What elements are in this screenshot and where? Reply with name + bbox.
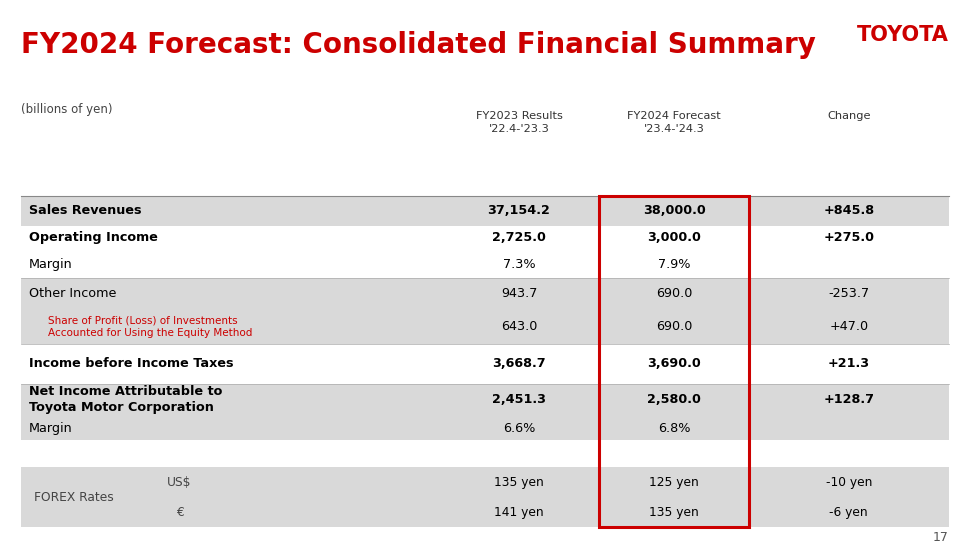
Text: 690.0: 690.0 xyxy=(655,320,692,333)
Text: FY2024 Forecast: Consolidated Financial Summary: FY2024 Forecast: Consolidated Financial … xyxy=(21,31,815,58)
Text: 141 yen: 141 yen xyxy=(493,506,544,519)
Text: +47.0: +47.0 xyxy=(828,320,867,333)
Text: 7.9%: 7.9% xyxy=(657,257,690,271)
Text: FY2024 Forecast
'23.4-'24.3: FY2024 Forecast '23.4-'24.3 xyxy=(627,111,720,135)
Bar xyxy=(21,384,948,416)
Text: 135 yen: 135 yen xyxy=(648,506,699,519)
Text: Change: Change xyxy=(827,111,869,121)
Text: 6.8%: 6.8% xyxy=(657,421,690,435)
Text: 6.6%: 6.6% xyxy=(502,421,535,435)
Text: FOREX Rates: FOREX Rates xyxy=(34,490,113,504)
Text: Operating Income: Operating Income xyxy=(29,231,158,245)
Text: +128.7: +128.7 xyxy=(823,393,873,406)
Text: 17: 17 xyxy=(932,531,948,544)
Text: €: € xyxy=(175,506,183,519)
Text: 3,690.0: 3,690.0 xyxy=(646,357,701,370)
Text: -10 yen: -10 yen xyxy=(825,476,871,489)
Text: 7.3%: 7.3% xyxy=(502,257,535,271)
Text: 2,725.0: 2,725.0 xyxy=(491,231,546,245)
Text: 2,580.0: 2,580.0 xyxy=(646,393,701,406)
Bar xyxy=(599,196,748,527)
Text: Sales Revenues: Sales Revenues xyxy=(29,204,141,217)
Text: -253.7: -253.7 xyxy=(828,287,868,300)
Bar xyxy=(21,309,948,344)
Text: TOYOTA: TOYOTA xyxy=(856,25,948,45)
Text: 37,154.2: 37,154.2 xyxy=(487,204,549,217)
Text: Share of Profit (Loss) of Investments
Accounted for Using the Equity Method: Share of Profit (Loss) of Investments Ac… xyxy=(48,315,253,337)
Text: +845.8: +845.8 xyxy=(823,204,873,217)
Text: 943.7: 943.7 xyxy=(500,287,537,300)
Bar xyxy=(21,196,948,226)
Text: 643.0: 643.0 xyxy=(500,320,537,333)
Text: Other Income: Other Income xyxy=(29,287,116,300)
Bar xyxy=(21,250,948,278)
Text: Margin: Margin xyxy=(29,257,73,271)
Text: 690.0: 690.0 xyxy=(655,287,692,300)
Text: Net Income Attributable to
Toyota Motor Corporation: Net Income Attributable to Toyota Motor … xyxy=(29,385,222,414)
Text: 38,000.0: 38,000.0 xyxy=(642,204,704,217)
Bar xyxy=(21,498,948,527)
Bar xyxy=(21,467,948,498)
Bar xyxy=(21,416,948,440)
Bar xyxy=(21,278,948,309)
Text: 2,451.3: 2,451.3 xyxy=(491,393,546,406)
Text: 3,668.7: 3,668.7 xyxy=(491,357,546,370)
Text: US$: US$ xyxy=(167,476,192,489)
Text: Income before Income Taxes: Income before Income Taxes xyxy=(29,357,234,370)
Text: FY2023 Results
'22.4-'23.3: FY2023 Results '22.4-'23.3 xyxy=(475,111,562,135)
Bar xyxy=(21,226,948,250)
Text: Margin: Margin xyxy=(29,421,73,435)
Text: (billions of yen): (billions of yen) xyxy=(21,103,112,116)
Text: -6 yen: -6 yen xyxy=(828,506,867,519)
Bar xyxy=(21,344,948,384)
Text: 135 yen: 135 yen xyxy=(493,476,544,489)
Text: +275.0: +275.0 xyxy=(823,231,873,245)
Text: 125 yen: 125 yen xyxy=(648,476,699,489)
Text: 3,000.0: 3,000.0 xyxy=(646,231,701,245)
Text: +21.3: +21.3 xyxy=(827,357,869,370)
